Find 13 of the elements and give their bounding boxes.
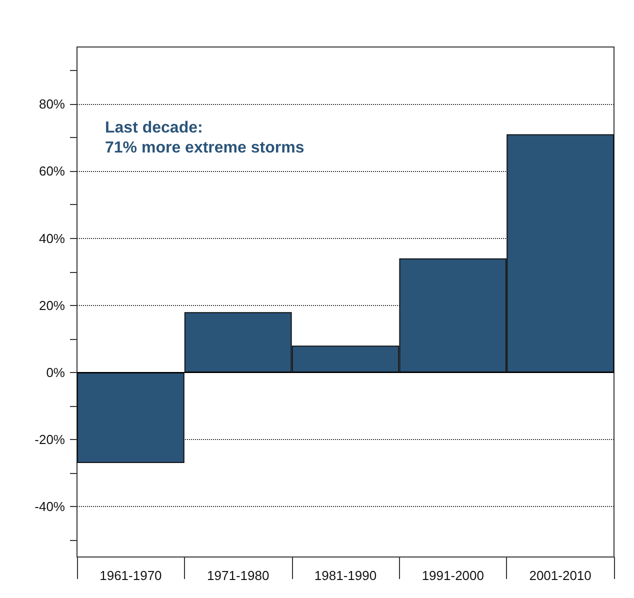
x-tick-label: 1971-1980	[207, 568, 270, 583]
y-tick-label: 40%	[38, 230, 66, 246]
y-tick-label: -20%	[34, 432, 66, 448]
y-tick-label: 80%	[38, 96, 66, 112]
x-tick-label: 1981-1990	[314, 568, 377, 583]
y-tick-label: 20%	[38, 298, 66, 313]
x-tick-label: 1961-1970	[100, 568, 162, 583]
x-tick-label: 1991-2000	[422, 568, 484, 583]
y-tick-label: 0%	[46, 364, 66, 380]
x-tick-label: 2001-2010	[529, 568, 592, 583]
y-tick-label: -40%	[34, 499, 66, 514]
annotation: Last decade: 71% more extreme storms	[105, 120, 304, 156]
y-tick-label: 60%	[38, 164, 66, 179]
